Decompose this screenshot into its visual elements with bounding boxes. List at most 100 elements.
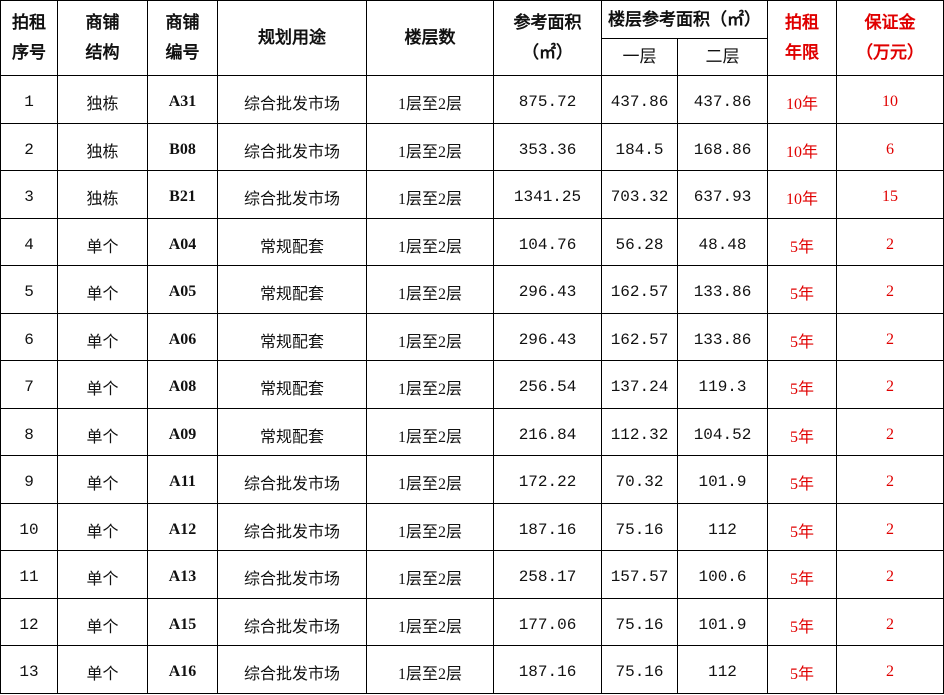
cell-f2: 133.86 <box>677 312 768 361</box>
cell-f2: 168.86 <box>677 122 768 171</box>
cell-f2: 48.48 <box>677 217 768 266</box>
cell-area: 187.16 <box>493 502 602 551</box>
cell-floors: 1层至2层 <box>366 597 494 646</box>
cell-code: A16 <box>147 645 218 694</box>
cell-f1: 75.16 <box>601 502 678 551</box>
cell-structure: 单个 <box>57 455 148 504</box>
cell-term: 5年 <box>767 550 837 599</box>
cell-use: 常规配套 <box>217 360 367 409</box>
table-row: 9 单个 A11 综合批发市场 1层至2层 172.22 70.32 101.9 5年 2 <box>0 455 944 504</box>
cell-seq: 7 <box>0 360 58 409</box>
cell-term: 10年 <box>767 170 837 219</box>
cell-code: A11 <box>147 455 218 504</box>
cell-seq: 1 <box>0 75 58 124</box>
cell-deposit: 6 <box>836 122 944 171</box>
header-floor1: 一层 <box>601 38 678 76</box>
cell-deposit: 2 <box>836 265 944 314</box>
table-row: 4 单个 A04 常规配套 1层至2层 104.76 56.28 48.48 5年 2 <box>0 217 944 266</box>
cell-code: B08 <box>147 122 218 171</box>
cell-term: 10年 <box>767 122 837 171</box>
cell-structure: 单个 <box>57 407 148 456</box>
cell-f2: 100.6 <box>677 550 768 599</box>
cell-floors: 1层至2层 <box>366 122 494 171</box>
header-deposit: 保证金（万元） <box>836 0 944 76</box>
cell-floors: 1层至2层 <box>366 360 494 409</box>
cell-f1: 184.5 <box>601 122 678 171</box>
cell-seq: 8 <box>0 407 58 456</box>
header-seq: 拍租序号 <box>0 0 58 76</box>
table-row: 8 单个 A09 常规配套 1层至2层 216.84 112.32 104.52 5年 2 <box>0 407 944 456</box>
cell-use: 综合批发市场 <box>217 645 367 694</box>
cell-code: B21 <box>147 170 218 219</box>
cell-deposit: 2 <box>836 550 944 599</box>
cell-f2: 104.52 <box>677 407 768 456</box>
cell-deposit: 10 <box>836 75 944 124</box>
cell-f1: 137.24 <box>601 360 678 409</box>
cell-structure: 单个 <box>57 360 148 409</box>
header-term: 拍租年限 <box>767 0 837 76</box>
cell-area: 1341.25 <box>493 170 602 219</box>
cell-deposit: 2 <box>836 407 944 456</box>
cell-structure: 单个 <box>57 265 148 314</box>
cell-area: 258.17 <box>493 550 602 599</box>
table-row: 3 独栋 B21 综合批发市场 1层至2层 1341.25 703.32 637.93 10年 1… <box>0 170 944 219</box>
cell-f1: 162.57 <box>601 265 678 314</box>
cell-deposit: 15 <box>836 170 944 219</box>
cell-structure: 单个 <box>57 217 148 266</box>
cell-deposit: 2 <box>836 502 944 551</box>
table-row: 11 单个 A13 综合批发市场 1层至2层 258.17 157.57 100.6 5年 2 <box>0 550 944 599</box>
cell-structure: 单个 <box>57 312 148 361</box>
cell-use: 常规配套 <box>217 217 367 266</box>
cell-seq: 2 <box>0 122 58 171</box>
cell-area: 875.72 <box>493 75 602 124</box>
cell-deposit: 2 <box>836 217 944 266</box>
cell-f2: 119.3 <box>677 360 768 409</box>
header-floor-area: 楼层参考面积（㎡） <box>601 0 768 39</box>
cell-area: 177.06 <box>493 597 602 646</box>
cell-f2: 112 <box>677 645 768 694</box>
cell-floors: 1层至2层 <box>366 407 494 456</box>
table-row: 12 单个 A15 综合批发市场 1层至2层 177.06 75.16 101.9 5年 2 <box>0 597 944 646</box>
header-floor2: 二层 <box>677 38 768 76</box>
cell-code: A31 <box>147 75 218 124</box>
cell-code: A12 <box>147 502 218 551</box>
cell-seq: 9 <box>0 455 58 504</box>
header-area: 参考面积 （㎡） <box>493 0 602 76</box>
cell-deposit: 2 <box>836 645 944 694</box>
cell-seq: 12 <box>0 597 58 646</box>
cell-floors: 1层至2层 <box>366 170 494 219</box>
cell-term: 5年 <box>767 407 837 456</box>
cell-seq: 4 <box>0 217 58 266</box>
cell-f2: 112 <box>677 502 768 551</box>
cell-f1: 157.57 <box>601 550 678 599</box>
cell-f1: 56.28 <box>601 217 678 266</box>
table-row: 7 单个 A08 常规配套 1层至2层 256.54 137.24 119.3 5年 2 <box>0 360 944 409</box>
cell-area: 216.84 <box>493 407 602 456</box>
cell-seq: 13 <box>0 645 58 694</box>
cell-area: 296.43 <box>493 265 602 314</box>
cell-f2: 133.86 <box>677 265 768 314</box>
cell-code: A08 <box>147 360 218 409</box>
cell-use: 综合批发市场 <box>217 597 367 646</box>
cell-use: 常规配套 <box>217 407 367 456</box>
cell-area: 172.22 <box>493 455 602 504</box>
cell-term: 5年 <box>767 645 837 694</box>
cell-area: 187.16 <box>493 645 602 694</box>
cell-term: 5年 <box>767 502 837 551</box>
cell-use: 常规配套 <box>217 265 367 314</box>
cell-deposit: 2 <box>836 360 944 409</box>
cell-use: 综合批发市场 <box>217 75 367 124</box>
cell-seq: 11 <box>0 550 58 599</box>
header-code: 商铺编号 <box>147 0 218 76</box>
cell-code: A04 <box>147 217 218 266</box>
cell-f2: 637.93 <box>677 170 768 219</box>
cell-use: 常规配套 <box>217 312 367 361</box>
cell-term: 5年 <box>767 217 837 266</box>
cell-structure: 单个 <box>57 550 148 599</box>
cell-term: 10年 <box>767 75 837 124</box>
cell-code: A06 <box>147 312 218 361</box>
table-row: 10 单个 A12 综合批发市场 1层至2层 187.16 75.16 112 5年 2 <box>0 502 944 551</box>
cell-f1: 75.16 <box>601 645 678 694</box>
cell-area: 104.76 <box>493 217 602 266</box>
